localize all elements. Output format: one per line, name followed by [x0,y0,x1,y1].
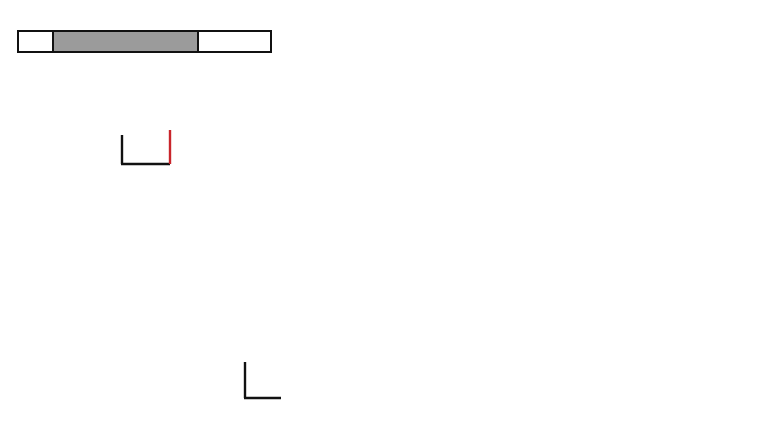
scalebar-b [243,362,281,400]
ph-protocol-bar [17,30,272,53]
scalebar-a [120,130,172,166]
ph-segment-3 [199,32,270,51]
ph-segment-2 [52,32,199,51]
ph-segment-1 [19,32,52,51]
